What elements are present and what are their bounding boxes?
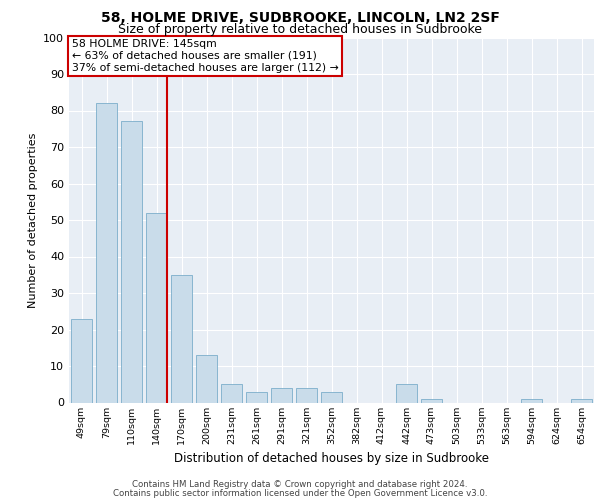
- Bar: [221, 384, 242, 402]
- Bar: [571, 399, 592, 402]
- Text: Size of property relative to detached houses in Sudbrooke: Size of property relative to detached ho…: [118, 22, 482, 36]
- Text: 58, HOLME DRIVE, SUDBROOKE, LINCOLN, LN2 2SF: 58, HOLME DRIVE, SUDBROOKE, LINCOLN, LN2…: [101, 11, 499, 25]
- X-axis label: Distribution of detached houses by size in Sudbrooke: Distribution of detached houses by size …: [174, 452, 489, 465]
- Bar: [71, 318, 92, 402]
- Bar: [296, 388, 317, 402]
- Bar: [96, 103, 117, 403]
- Bar: [196, 355, 217, 403]
- Bar: [521, 399, 542, 402]
- Text: 58 HOLME DRIVE: 145sqm
← 63% of detached houses are smaller (191)
37% of semi-de: 58 HOLME DRIVE: 145sqm ← 63% of detached…: [71, 40, 338, 72]
- Bar: [146, 212, 167, 402]
- Bar: [396, 384, 417, 402]
- Bar: [171, 275, 192, 402]
- Text: Contains public sector information licensed under the Open Government Licence v3: Contains public sector information licen…: [113, 488, 487, 498]
- Bar: [121, 122, 142, 402]
- Text: Contains HM Land Registry data © Crown copyright and database right 2024.: Contains HM Land Registry data © Crown c…: [132, 480, 468, 489]
- Bar: [421, 399, 442, 402]
- Y-axis label: Number of detached properties: Number of detached properties: [28, 132, 38, 308]
- Bar: [246, 392, 267, 402]
- Bar: [321, 392, 342, 402]
- Bar: [271, 388, 292, 402]
